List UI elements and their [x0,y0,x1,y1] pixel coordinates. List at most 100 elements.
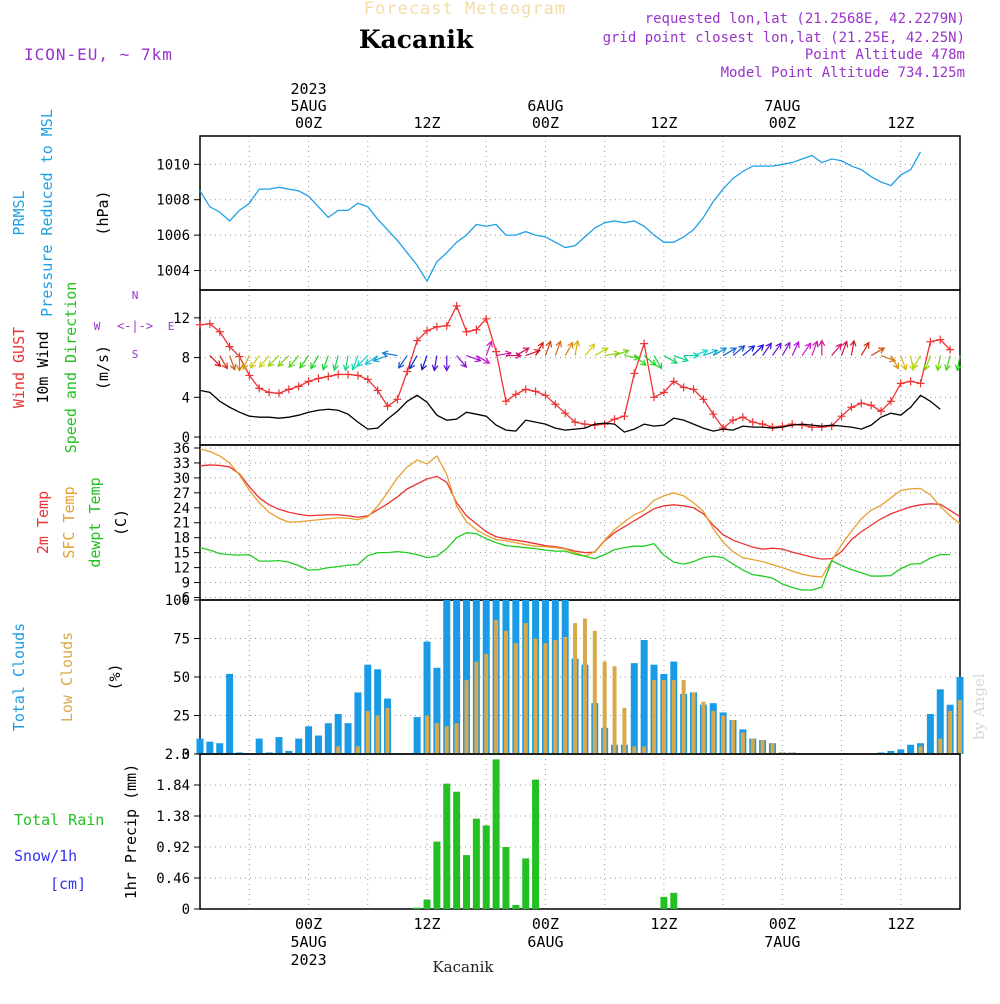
gust-marker [462,327,471,336]
wind-arrow-head [765,342,772,350]
gust-marker [946,345,955,354]
wind-arrow-head [214,360,222,368]
wind-arrow-head [364,358,372,365]
low_clouds-bar [632,746,637,754]
wind-arrow-head [701,348,709,356]
wind-arrow [633,355,647,366]
low_clouds-bar [573,623,578,754]
total_clouds-bar [334,713,342,754]
y-tick-label: 0.46 [156,871,190,887]
gust-marker [896,379,905,388]
gust-marker [344,370,353,379]
gust-marker [867,401,876,410]
wind-arrow-head [730,347,738,354]
wind-arrow [762,342,772,356]
gust-marker [393,395,402,404]
gust-marker [423,326,432,335]
low_clouds-bar [434,723,439,754]
wind-arrow-head [486,340,493,348]
low_clouds-bar [375,715,380,754]
gust-marker [817,423,826,432]
wind10m-line [199,389,941,433]
wind-arrow [604,352,620,357]
y-tick-label: 75 [173,632,190,648]
gust-marker [304,377,313,386]
y-axis-label: (hPa) [94,190,112,235]
panel-frame [199,289,961,446]
gust-marker [205,319,214,328]
panel-frame [199,753,961,910]
gridpoint-coords: grid point closest lon,lat (21.25E, 42.2… [603,30,965,46]
wind-arrow-head [812,340,819,348]
wind-arrow [554,341,562,356]
gust-marker [709,410,718,419]
wind-arrow [365,355,379,365]
time-label-top: 6AUG [527,97,563,115]
point-altitude: Point Altitude 478m [805,47,965,63]
rain-bar [670,892,678,909]
rain-bar [443,783,451,909]
gust-marker [640,339,649,348]
y-axis-label: (%) [106,663,124,690]
time-label-bottom: 12Z [413,915,440,933]
total_clouds-bar [374,669,382,754]
y-tick-label: 50 [173,670,190,686]
wind-arrow [250,355,260,369]
rain-bar [502,847,510,909]
time-label-top: 12Z [413,114,440,132]
rain-bar [522,858,530,909]
gust-marker [215,327,224,336]
wind-arrow-head [681,355,690,363]
low_clouds-bar [958,700,962,754]
wind-arrow [831,343,842,356]
low_clouds-bar [454,723,459,754]
low_clouds-bar [523,623,528,754]
model-altitude: Model Point Altitude 734.125m [721,65,965,81]
wind-arrow [544,341,552,356]
gust-marker [916,379,925,388]
total_clouds-bar [453,600,461,754]
gust-marker [630,369,639,378]
low_clouds-bar [543,643,548,754]
total_clouds-bar [344,723,352,754]
gust-marker [827,422,836,431]
wind-arrow-head [601,347,609,354]
low_clouds-bar [592,630,597,754]
gust-marker [492,347,501,356]
wind-arrow-head [242,363,249,371]
wind-arrow-head [863,341,870,349]
wind-arrow [373,355,388,362]
gust-marker [472,325,481,334]
y-tick-label: 1.38 [156,809,190,825]
sfc-line [199,448,961,578]
compass-s: S [132,348,139,361]
low_clouds-bar [750,738,755,754]
y-tick-label: 1006 [156,228,190,244]
time-label-top: 2023 [291,80,327,98]
wind-arrow [643,355,657,366]
wind-arrow [209,355,221,367]
wind-arrow-head [835,343,843,351]
wind-arrow-head [397,361,405,369]
wind-arrow-head [935,364,942,372]
low_clouds-bar [711,710,716,754]
wind-arrow [352,355,359,370]
wind-arrow [333,355,339,371]
wind-arrow [890,355,899,369]
wind-arrow-head [670,357,678,364]
low_clouds-bar [533,638,538,754]
y-tick-label: 0.92 [156,840,190,856]
wind-arrow-head [573,339,581,347]
gust-marker [432,322,441,331]
gust-marker [225,342,234,351]
wind-arrow [495,352,511,357]
rain-bar [462,855,470,909]
wind-arrow-head [954,364,962,372]
wind-arrow-head [351,363,358,371]
low_clouds-bar [681,680,686,754]
wind-arrow-head [878,347,886,354]
wind-arrow [912,355,922,369]
y-axis-label: Pressure Reduced to MSL [38,109,56,317]
rain-bar [492,759,500,909]
